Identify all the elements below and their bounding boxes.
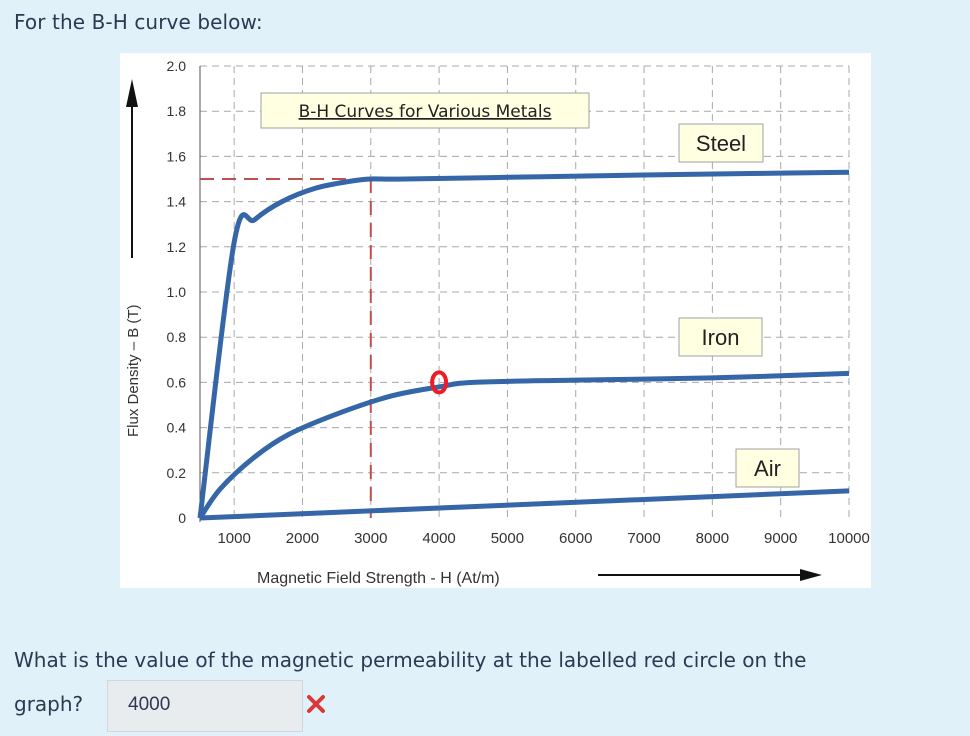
y-tick-label: 1.4 bbox=[167, 194, 187, 210]
incorrect-x-icon bbox=[307, 695, 325, 713]
y-tick-label: 1.6 bbox=[167, 148, 187, 164]
series-line-steel bbox=[197, 169, 850, 519]
y-tick-label: 0.8 bbox=[167, 329, 187, 345]
y-tick-labels: 0 0.2 0.4 0.6 0.8 1.0 1.2 1.4 1.6 1.8 2.0 bbox=[167, 58, 187, 526]
y-axis-label: Flux Density – B (T) bbox=[125, 304, 142, 437]
x-tick-label: 5000 bbox=[491, 530, 524, 547]
question-prompt: For the B-H curve below: bbox=[14, 10, 263, 34]
series-label: Air bbox=[754, 456, 781, 481]
y-axis-arrow bbox=[126, 79, 138, 258]
y-tick-label: 1.0 bbox=[167, 284, 187, 300]
bh-curve-chart: 0 0.2 0.4 0.6 0.8 1.0 1.2 1.4 1.6 1.8 2.0 1000 2000… bbox=[120, 53, 871, 588]
y-tick-label: 0.4 bbox=[167, 420, 187, 436]
series-labels: Steel Iron Air bbox=[678, 123, 800, 488]
x-tick-label: 8000 bbox=[696, 530, 729, 547]
series-label-box bbox=[678, 317, 763, 357]
series-label-box bbox=[735, 448, 800, 488]
answer-input[interactable]: 4000 bbox=[107, 680, 303, 732]
series-label: Iron bbox=[702, 325, 740, 350]
x-tick-label: 6000 bbox=[559, 530, 592, 547]
x-tick-label: 4000 bbox=[422, 530, 455, 547]
y-tick-label: 1.8 bbox=[167, 103, 187, 119]
series-label-box bbox=[678, 123, 764, 163]
x-tick-labels: 1000 2000 3000 4000 5000 6000 7000 8000 9000 1000… bbox=[217, 530, 869, 547]
series-label: Steel bbox=[696, 131, 746, 156]
y-tick-label: 0.6 bbox=[167, 374, 187, 390]
x-tick-label: 2000 bbox=[286, 530, 319, 547]
question-text: What is the value of the magnetic permea… bbox=[14, 648, 807, 672]
y-tick-label: 1.2 bbox=[167, 239, 187, 255]
red-circle-marker bbox=[430, 370, 449, 395]
x-tick-label: 7000 bbox=[627, 530, 660, 547]
x-tick-label: 9000 bbox=[764, 530, 797, 547]
question-text-continued: graph? bbox=[14, 692, 84, 716]
y-tick-label: 0 bbox=[178, 510, 186, 526]
chart-canvas: 0 0.2 0.4 0.6 0.8 1.0 1.2 1.4 1.6 1.8 2.0 1000 2000… bbox=[125, 58, 870, 587]
x-axis-arrow bbox=[598, 569, 822, 581]
highlight-marker bbox=[430, 370, 449, 395]
y-tick-label: 2.0 bbox=[167, 58, 187, 74]
reference-lines bbox=[200, 178, 372, 518]
chart-grid bbox=[199, 65, 850, 522]
y-tick-label: 0.2 bbox=[167, 465, 187, 481]
chart-title: B-H Curves for Various Metals bbox=[299, 102, 552, 122]
chart-title-box bbox=[260, 92, 590, 129]
x-tick-label: 1000 bbox=[217, 530, 250, 547]
series-line-iron bbox=[197, 370, 850, 520]
x-axis-label: Magnetic Field Strength - H (At/m) bbox=[257, 570, 500, 587]
x-tick-label: 3000 bbox=[354, 530, 387, 547]
x-tick-label: 10000 bbox=[828, 530, 870, 547]
series-lines bbox=[197, 169, 850, 521]
series-line-air bbox=[199, 488, 850, 521]
